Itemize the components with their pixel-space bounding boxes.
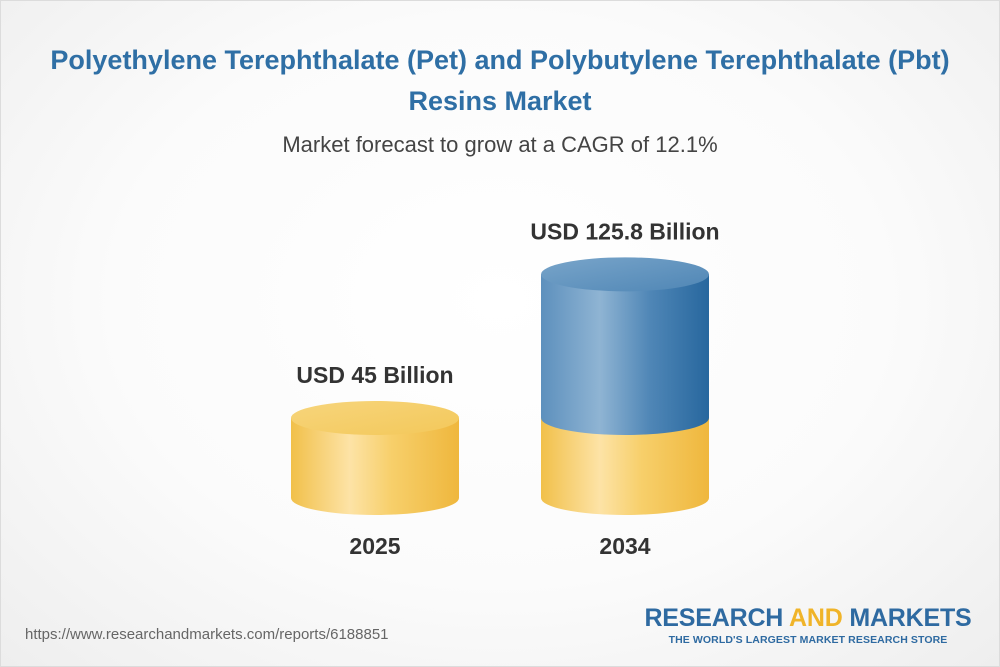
source-url[interactable]: https://www.researchandmarkets.com/repor…: [25, 626, 389, 643]
bar-top-cap: [541, 257, 709, 292]
bar-top-cap: [291, 401, 459, 435]
chart-title-line-1: Polyethylene Terephthalate (Pet) and Pol…: [50, 45, 950, 75]
brand-name: RESEARCH AND MARKETS: [628, 604, 988, 632]
bar-2025: USD 45 Billion 2025: [291, 362, 459, 559]
brand-markets: MARKETS: [849, 604, 972, 632]
bar-growth-segment: [541, 274, 709, 435]
bar-base-segment: [541, 418, 709, 515]
category-label: 2025: [349, 533, 400, 559]
bar-base-segment: [291, 418, 459, 515]
category-label: 2034: [599, 533, 650, 559]
brand-tagline: THE WORLD'S LARGEST MARKET RESEARCH STOR…: [668, 634, 948, 646]
cylinder-chart: USD 45 Billion 2025 USD 125.8 Billion 2034: [291, 218, 720, 559]
chart-title-line-2: Resins Market: [408, 86, 592, 116]
brand-logo: RESEARCH AND MARKETS THE WORLD'S LARGEST…: [628, 604, 988, 648]
brand-research: RESEARCH: [644, 604, 784, 632]
bar-2034: USD 125.8 Billion 2034: [530, 218, 719, 559]
data-label: USD 45 Billion: [296, 362, 453, 388]
brand-and: AND: [788, 604, 843, 632]
chart-subtitle: Market forecast to grow at a CAGR of 12.…: [282, 132, 718, 157]
data-label: USD 125.8 Billion: [530, 218, 719, 244]
chart-title: Polyethylene Terephthalate (Pet) and Pol…: [0, 40, 1000, 122]
